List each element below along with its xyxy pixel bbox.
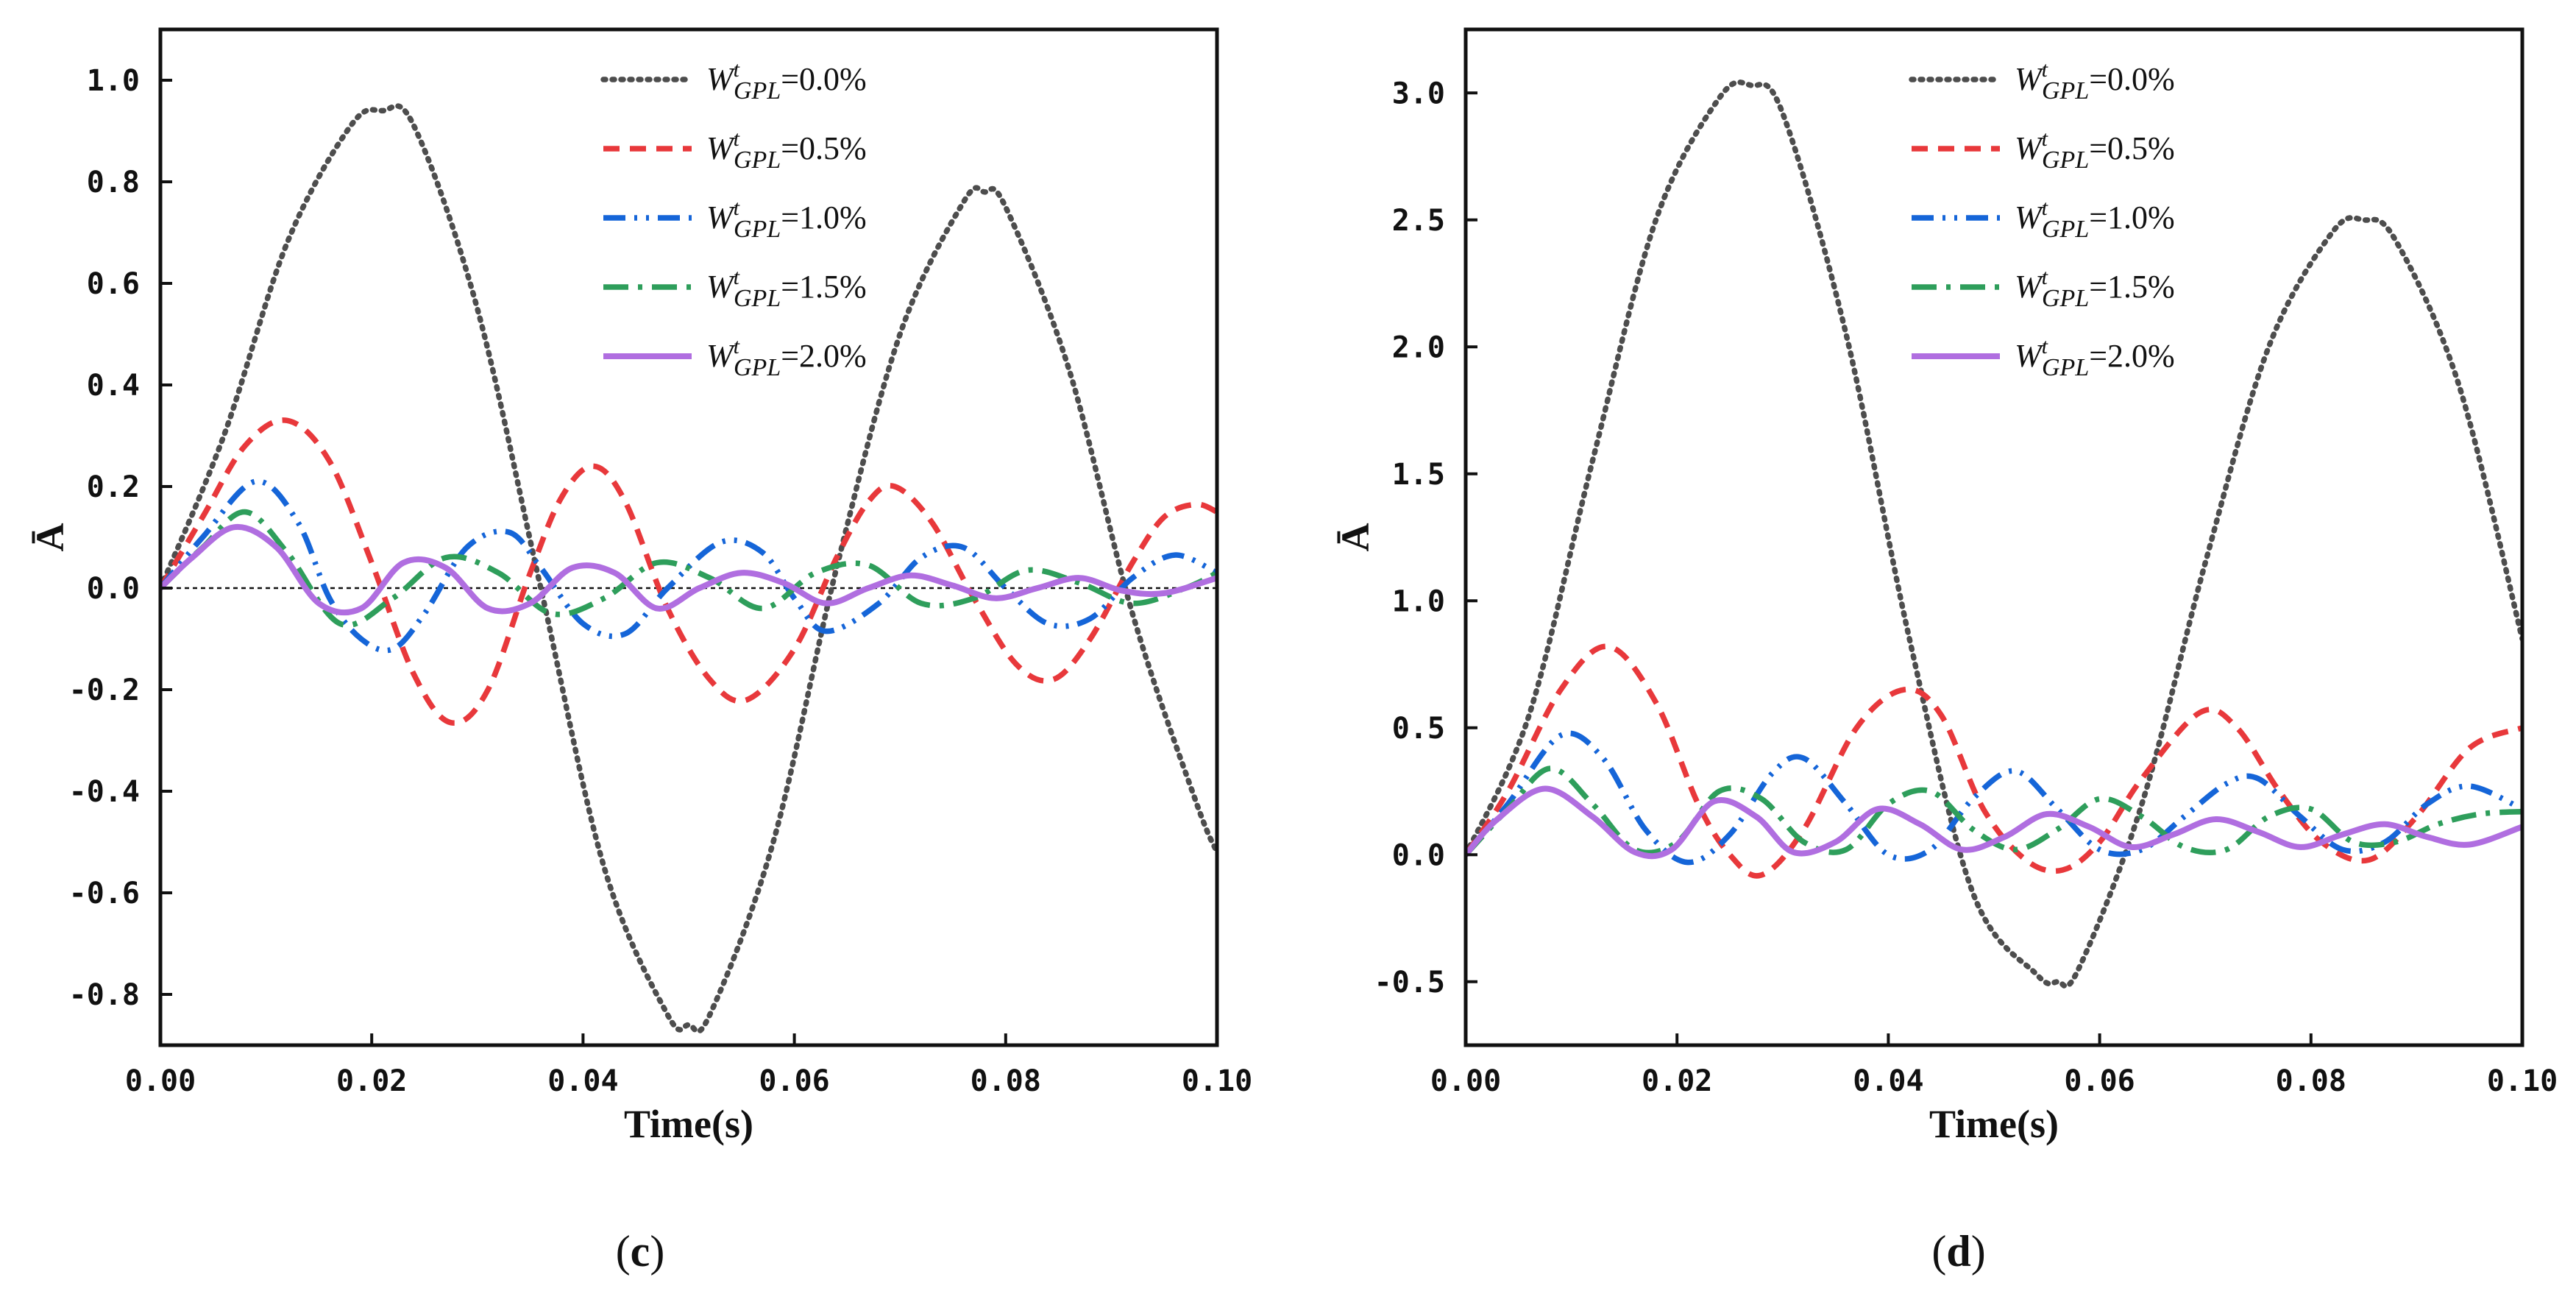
y-axis-title: Ā [28,523,72,552]
legend-entry-0: Wt GPL=0.0% [706,57,867,105]
legend-entry-3: Wt GPL=1.5% [706,265,867,312]
legend-entry-1: Wt GPL=0.5% [2015,127,2175,174]
legend: Wt GPL=0.0% Wt GPL=0.5% Wt GPL=1.0% Wt GPL=1.5%… [1909,57,2175,381]
y-tick-label: 2.0 [1392,330,1445,364]
legend-entry-1: Wt GPL=0.5% [706,127,867,174]
legend: Wt GPL=0.0% Wt GPL=0.5% Wt GPL=1.0% Wt GPL=1.5%… [600,57,867,381]
legend-entry-2: Wt GPL=1.0% [706,196,867,243]
chart-panel-c: 0.00 0.02 0.04 0.06 0.08 0.10 -0.8 -0.6 -0.4 -0.2… [28,27,1252,1276]
chart-panel-d: 0.00 0.02 0.04 0.06 0.08 0.10 -0.5 0.0 0.5 1.0 1.5… [1333,27,2558,1276]
y-tick-label: 3.0 [1392,77,1445,110]
legend-entry-2: Wt GPL=1.0% [2015,196,2175,243]
x-tick-label: 0.04 [1853,1064,1923,1098]
series-line-3 [1466,765,2522,857]
x-axis-title: Time(s) [624,1102,753,1146]
legend-entry-4: Wt GPL=2.0% [706,334,867,381]
x-tick-label: 0.08 [2276,1064,2346,1098]
y-tick-label: 1.5 [1392,458,1445,492]
panel-label: (d) [1931,1227,1985,1276]
series-line-0 [160,103,1217,1035]
plot-area [1466,79,2522,989]
y-tick-label: 2.5 [1392,204,1445,238]
series-line-0 [1466,79,2522,989]
y-tick-label: 1.0 [87,64,140,98]
y-tick-label: -0.4 [69,775,140,809]
x-tick-label: 0.08 [971,1064,1041,1098]
x-tick-label: 0.06 [759,1064,829,1098]
y-tick-label: -0.5 [1374,966,1445,1000]
x-tick-label: 0.00 [125,1064,196,1098]
axes-frame [158,27,1219,1047]
x-tick-label: 0.10 [1182,1064,1252,1098]
series-line-4 [160,523,1217,616]
plot-area [160,103,1217,1035]
y-tick-label: 1.0 [1392,584,1445,618]
y-tick-label: -0.2 [69,673,140,707]
x-tick-label: 0.06 [2064,1064,2135,1098]
y-tick-label: -0.6 [69,877,140,910]
y-tick-label: 0.0 [1392,838,1445,872]
y-tick-label: 0.2 [87,470,140,504]
x-axis-title: Time(s) [1929,1102,2059,1146]
series-line-2 [1466,730,2522,866]
y-tick-label: 0.4 [87,369,140,403]
legend-entry-4: Wt GPL=2.0% [2015,334,2175,381]
x-tick-label: 0.00 [1430,1064,1501,1098]
axes-frame [1463,27,2524,1047]
y-tick-label: 0.5 [1392,712,1445,746]
x-tick-label: 0.10 [2487,1064,2558,1098]
x-tick-label: 0.02 [1642,1064,1712,1098]
series-line-3 [160,509,1217,628]
x-tick-label: 0.04 [547,1064,618,1098]
y-tick-label: 0.8 [87,166,140,199]
series-line-1 [160,417,1217,726]
series-line-2 [160,478,1217,654]
y-axis-title: Ā [1333,523,1377,552]
y-tick-label: -0.8 [69,978,140,1012]
panel-label: (c) [616,1227,665,1276]
series-line-4 [1466,785,2522,860]
x-tick-label: 0.02 [336,1064,407,1098]
legend-entry-3: Wt GPL=1.5% [2015,265,2175,312]
y-tick-label: 0.6 [87,267,140,301]
legend-entry-0: Wt GPL=0.0% [2015,57,2175,105]
y-tick-label: 0.0 [87,572,140,606]
